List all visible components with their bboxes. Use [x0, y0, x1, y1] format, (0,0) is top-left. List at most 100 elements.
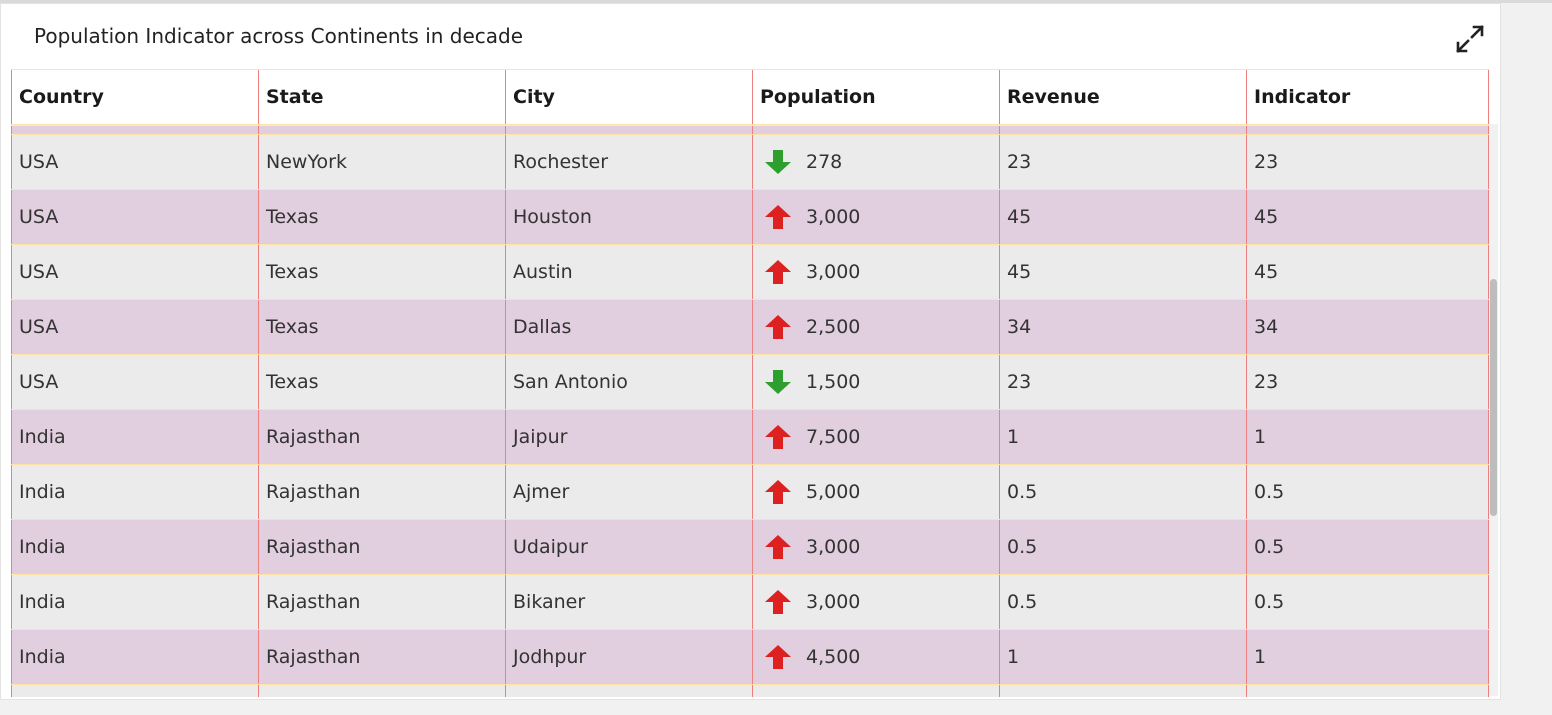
cell-city: San Antonio	[505, 355, 752, 409]
cell-country: India	[11, 465, 258, 519]
cell-population: 3,000	[752, 190, 999, 244]
arrow-up-icon	[765, 645, 791, 669]
cell-state: Texas	[258, 300, 505, 354]
cell-country: India	[11, 575, 258, 629]
table-cell	[999, 126, 1246, 134]
population-value: 2,500	[806, 316, 861, 338]
cell-population: 2,500	[752, 300, 999, 354]
cell-country: USA	[11, 135, 258, 189]
table-cell	[505, 685, 752, 697]
table-row[interactable]: USA Texas Austin 3,000 45 45	[11, 245, 1489, 300]
population-value: 3,000	[806, 206, 861, 228]
arrow-up-icon	[765, 260, 791, 284]
cell-indicator: 1	[1246, 630, 1489, 684]
cell-population: 7,500	[752, 410, 999, 464]
arrow-down-icon	[765, 370, 791, 394]
table-row[interactable]: USA NewYork Rochester 278 23 23	[11, 135, 1489, 190]
cell-country: India	[11, 520, 258, 574]
cell-city: Houston	[505, 190, 752, 244]
cell-state: Rajasthan	[258, 575, 505, 629]
cell-indicator: 0.5	[1246, 520, 1489, 574]
cell-city: Jodhpur	[505, 630, 752, 684]
population-value: 7,500	[806, 426, 861, 448]
cell-country: USA	[11, 355, 258, 409]
arrow-up-icon	[765, 425, 791, 449]
table-header-row: Country State City Population Revenue In…	[11, 70, 1489, 125]
cell-population: 278	[752, 135, 999, 189]
table-row[interactable]: USA Texas Houston 3,000 45 45	[11, 190, 1489, 245]
cell-indicator: 45	[1246, 245, 1489, 299]
table-row[interactable]: India Rajasthan Jodhpur 4,500 1 1	[11, 630, 1489, 685]
cell-indicator: 45	[1246, 190, 1489, 244]
cell-city: Udaipur	[505, 520, 752, 574]
cell-country: USA	[11, 245, 258, 299]
table-cell	[999, 685, 1246, 697]
table-cell	[1246, 126, 1489, 134]
cell-state: Rajasthan	[258, 410, 505, 464]
data-table: Country State City Population Revenue In…	[11, 69, 1489, 697]
cell-indicator: 23	[1246, 135, 1489, 189]
table-row-partial	[11, 126, 1489, 135]
column-header-population[interactable]: Population	[752, 70, 999, 124]
column-header-indicator[interactable]: Indicator	[1246, 70, 1489, 124]
cell-revenue: 23	[999, 135, 1246, 189]
table-cell	[1246, 685, 1489, 697]
population-value: 1,500	[806, 371, 861, 393]
population-value: 3,000	[806, 536, 861, 558]
cell-state: Texas	[258, 245, 505, 299]
cell-population: 4,500	[752, 630, 999, 684]
cell-city: Jaipur	[505, 410, 752, 464]
cell-city: Ajmer	[505, 465, 752, 519]
arrow-up-icon	[765, 480, 791, 504]
table-row[interactable]: India Rajasthan Bikaner 3,000 0.5 0.5	[11, 575, 1489, 630]
cell-revenue: 45	[999, 190, 1246, 244]
table-row[interactable]: India Rajasthan Udaipur 3,000 0.5 0.5	[11, 520, 1489, 575]
cell-population: 5,000	[752, 465, 999, 519]
cell-population: 3,000	[752, 520, 999, 574]
cell-indicator: 1	[1246, 410, 1489, 464]
cell-population: 3,000	[752, 245, 999, 299]
scrollbar-thumb[interactable]	[1490, 279, 1497, 516]
cell-population: 1,500	[752, 355, 999, 409]
cell-revenue: 1	[999, 410, 1246, 464]
expand-icon[interactable]	[1453, 22, 1487, 56]
cell-country: India	[11, 410, 258, 464]
arrow-up-icon	[765, 535, 791, 559]
column-header-state[interactable]: State	[258, 70, 505, 124]
table-cell	[258, 126, 505, 134]
table-row[interactable]: USA Texas San Antonio 1,500 23 23	[11, 355, 1489, 410]
arrow-up-icon	[765, 590, 791, 614]
cell-state: Rajasthan	[258, 630, 505, 684]
cell-state: NewYork	[258, 135, 505, 189]
table-row[interactable]: India Rajasthan Jaipur 7,500 1 1	[11, 410, 1489, 465]
vertical-scrollbar[interactable]	[1489, 124, 1498, 696]
population-value: 3,000	[806, 591, 861, 613]
column-header-country[interactable]: Country	[11, 70, 258, 124]
table-row[interactable]: USA Texas Dallas 2,500 34 34	[11, 300, 1489, 355]
cell-city: Dallas	[505, 300, 752, 354]
cell-revenue: 0.5	[999, 575, 1246, 629]
cell-revenue: 0.5	[999, 465, 1246, 519]
table-cell	[11, 126, 258, 134]
table-cell	[752, 685, 999, 697]
cell-state: Texas	[258, 190, 505, 244]
cell-revenue: 34	[999, 300, 1246, 354]
cell-state: Texas	[258, 355, 505, 409]
column-header-revenue[interactable]: Revenue	[999, 70, 1246, 124]
table-row[interactable]: India Rajasthan Ajmer 5,000 0.5 0.5	[11, 465, 1489, 520]
population-value: 3,000	[806, 261, 861, 283]
cell-population: 3,000	[752, 575, 999, 629]
arrow-up-icon	[765, 205, 791, 229]
population-value: 5,000	[806, 481, 861, 503]
cell-country: USA	[11, 300, 258, 354]
cell-revenue: 45	[999, 245, 1246, 299]
column-header-city[interactable]: City	[505, 70, 752, 124]
cell-revenue: 23	[999, 355, 1246, 409]
cell-indicator: 0.5	[1246, 465, 1489, 519]
arrow-down-icon	[765, 150, 791, 174]
top-divider	[0, 0, 1552, 3]
cell-revenue: 1	[999, 630, 1246, 684]
population-value: 4,500	[806, 646, 861, 668]
cell-state: Rajasthan	[258, 465, 505, 519]
arrow-up-icon	[765, 315, 791, 339]
